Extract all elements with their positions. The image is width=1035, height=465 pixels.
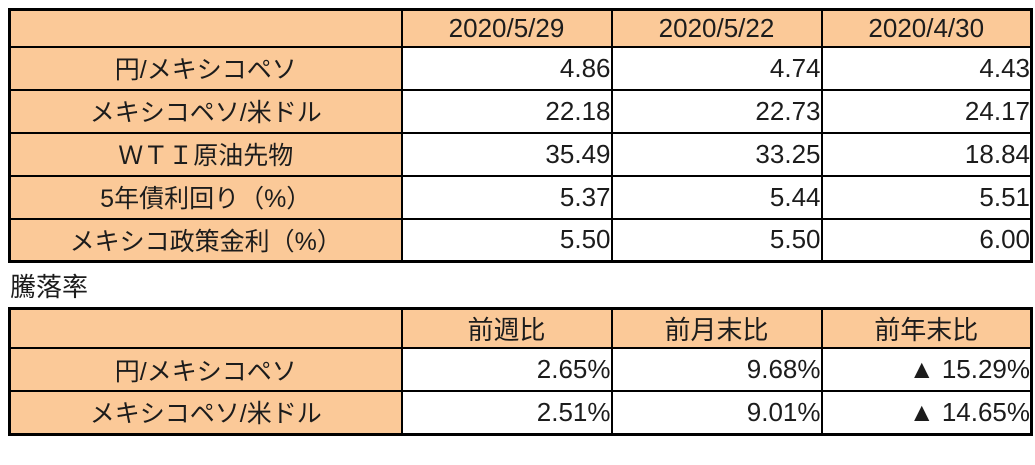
- value-cell: 5.50: [400, 217, 613, 263]
- section-title: 騰落率: [10, 271, 89, 302]
- market-data-table: 2020/5/29 2020/5/22 2020/4/30 円/メキシコペソ 4…: [8, 8, 1033, 263]
- value-cell: 4.43: [820, 45, 1033, 91]
- value-cell: 2.65%: [400, 347, 613, 392]
- table-row: メキシコペソ/米ドル 2.51% 9.01% ▲ 14.65%: [8, 390, 1033, 435]
- blank-corner-cell: [8, 8, 403, 48]
- value-cell: 35.49: [400, 131, 613, 177]
- value-cell: 5.51: [820, 174, 1033, 220]
- change-rate-table: 前週比 前月末比 前年末比 円/メキシコペソ 2.65% 9.68% ▲ 15.…: [8, 307, 1033, 436]
- value-cell: 5.50: [610, 217, 823, 263]
- row-label: ＷＴＩ原油先物: [8, 131, 403, 177]
- value-cell: 2.51%: [400, 390, 613, 435]
- header-row: 前週比 前月末比 前年末比: [8, 307, 1033, 349]
- value-cell: ▲ 14.65%: [820, 390, 1033, 435]
- value-cell: 4.86: [400, 45, 613, 91]
- report-body: 2020/5/29 2020/5/22 2020/4/30 円/メキシコペソ 4…: [8, 8, 1033, 436]
- value-cell: 6.00: [820, 217, 1033, 263]
- row-label: メキシコ政策金利（%）: [8, 217, 403, 263]
- value-cell: 5.44: [610, 174, 823, 220]
- date-column-header: 2020/5/29: [400, 8, 613, 48]
- period-column-header: 前年末比: [820, 307, 1033, 349]
- period-column-header: 前週比: [400, 307, 613, 349]
- blank-corner-cell: [8, 307, 403, 349]
- table-row: メキシコ政策金利（%） 5.50 5.50 6.00: [8, 217, 1033, 263]
- row-label: 円/メキシコペソ: [8, 45, 403, 91]
- date-column-header: 2020/4/30: [820, 8, 1033, 48]
- value-cell: 9.68%: [610, 347, 823, 392]
- value-cell: 9.01%: [610, 390, 823, 435]
- table-row: 円/メキシコペソ 2.65% 9.68% ▲ 15.29%: [8, 347, 1033, 392]
- table-row: メキシコペソ/米ドル 22.18 22.73 24.17: [8, 88, 1033, 134]
- period-column-header: 前月末比: [610, 307, 823, 349]
- table-row: ＷＴＩ原油先物 35.49 33.25 18.84: [8, 131, 1033, 177]
- value-cell: 22.73: [610, 88, 823, 134]
- table-row: 円/メキシコペソ 4.86 4.74 4.43: [8, 45, 1033, 91]
- value-cell: 18.84: [820, 131, 1033, 177]
- value-cell: 24.17: [820, 88, 1033, 134]
- value-cell: 4.74: [610, 45, 823, 91]
- row-label: メキシコペソ/米ドル: [8, 88, 403, 134]
- date-column-header: 2020/5/22: [610, 8, 823, 48]
- row-label: 円/メキシコペソ: [8, 347, 403, 392]
- table-row: 5年債利回り（%） 5.37 5.44 5.51: [8, 174, 1033, 220]
- row-label: 5年債利回り（%）: [8, 174, 403, 220]
- value-cell: 33.25: [610, 131, 823, 177]
- row-label: メキシコペソ/米ドル: [8, 390, 403, 435]
- value-cell: 22.18: [400, 88, 613, 134]
- header-row: 2020/5/29 2020/5/22 2020/4/30: [8, 8, 1033, 48]
- value-cell: ▲ 15.29%: [820, 347, 1033, 392]
- value-cell: 5.37: [400, 174, 613, 220]
